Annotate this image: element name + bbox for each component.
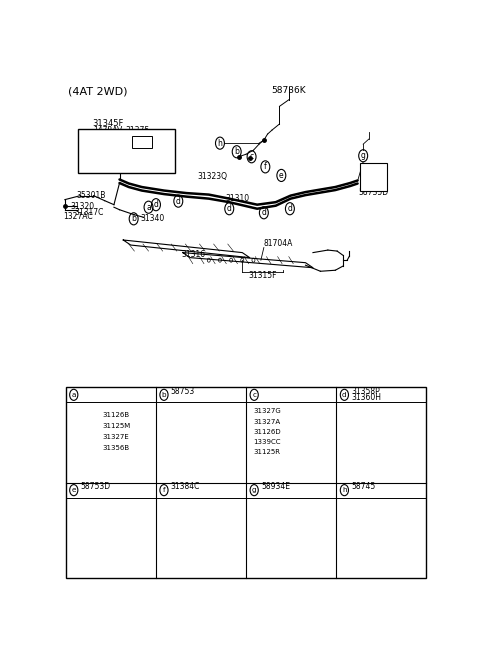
- Text: b: b: [131, 214, 136, 223]
- Text: 1327AC: 1327AC: [63, 212, 93, 221]
- Text: d: d: [342, 392, 347, 398]
- Text: 31126B: 31126B: [103, 412, 130, 418]
- Text: 31310: 31310: [226, 194, 250, 203]
- Text: 58745: 58745: [351, 482, 375, 491]
- Text: d: d: [227, 204, 232, 214]
- Text: h: h: [217, 139, 222, 147]
- Text: 31356B: 31356B: [103, 445, 130, 451]
- Text: 31345F: 31345F: [93, 119, 124, 128]
- Text: 31327E: 31327E: [103, 434, 130, 440]
- Text: 31125M: 31125M: [103, 423, 131, 429]
- Bar: [78, 128, 175, 173]
- Text: 31384C: 31384C: [171, 482, 200, 491]
- Bar: [66, 387, 426, 578]
- Text: g: g: [252, 487, 256, 493]
- Text: 58735D: 58735D: [359, 187, 389, 196]
- Text: 58753D: 58753D: [81, 482, 110, 491]
- Text: 31323Q: 31323Q: [198, 172, 228, 181]
- Text: 31125R: 31125R: [253, 449, 280, 455]
- Text: d: d: [288, 204, 292, 214]
- Text: 31309P: 31309P: [94, 131, 122, 140]
- Text: b: b: [234, 147, 239, 157]
- Bar: [132, 136, 152, 148]
- Text: b: b: [162, 392, 166, 398]
- Text: f: f: [163, 487, 165, 493]
- Text: a: a: [146, 202, 151, 212]
- Text: d: d: [262, 208, 266, 217]
- Text: 31316: 31316: [182, 250, 206, 259]
- Text: 1472AV: 1472AV: [90, 141, 119, 151]
- Text: 31320: 31320: [71, 202, 95, 211]
- Text: 31126D: 31126D: [253, 428, 281, 435]
- Text: e: e: [72, 487, 76, 493]
- Text: d: d: [154, 200, 158, 209]
- Text: f: f: [264, 162, 267, 172]
- Text: 1472AV: 1472AV: [94, 126, 123, 134]
- Text: 14720A: 14720A: [134, 136, 164, 145]
- Bar: [360, 163, 387, 191]
- Text: 35301B: 35301B: [77, 191, 106, 200]
- Text: 31340: 31340: [140, 214, 164, 223]
- Text: 14720A: 14720A: [125, 148, 155, 157]
- Text: 31317C: 31317C: [75, 208, 104, 217]
- Text: 31327A: 31327A: [253, 419, 281, 424]
- Text: 1339CC: 1339CC: [253, 439, 281, 445]
- Text: 31327G: 31327G: [253, 409, 281, 415]
- Text: 58736K: 58736K: [272, 86, 306, 95]
- Text: 81704A: 81704A: [264, 239, 293, 248]
- Text: c: c: [252, 392, 256, 398]
- Text: a: a: [72, 392, 76, 398]
- Text: g: g: [361, 151, 366, 160]
- Text: 58934E: 58934E: [261, 482, 290, 491]
- Text: d: d: [176, 196, 181, 206]
- Text: (4AT 2WD): (4AT 2WD): [68, 86, 128, 96]
- Text: c: c: [250, 152, 253, 161]
- Text: 31358P: 31358P: [351, 387, 380, 396]
- Text: 31375: 31375: [125, 126, 149, 134]
- Text: 31373X: 31373X: [80, 157, 109, 165]
- Text: 58753: 58753: [171, 387, 195, 396]
- Text: h: h: [342, 487, 347, 493]
- Text: e: e: [279, 171, 284, 180]
- Text: 31360H: 31360H: [351, 393, 381, 402]
- Text: 31315F: 31315F: [249, 271, 277, 280]
